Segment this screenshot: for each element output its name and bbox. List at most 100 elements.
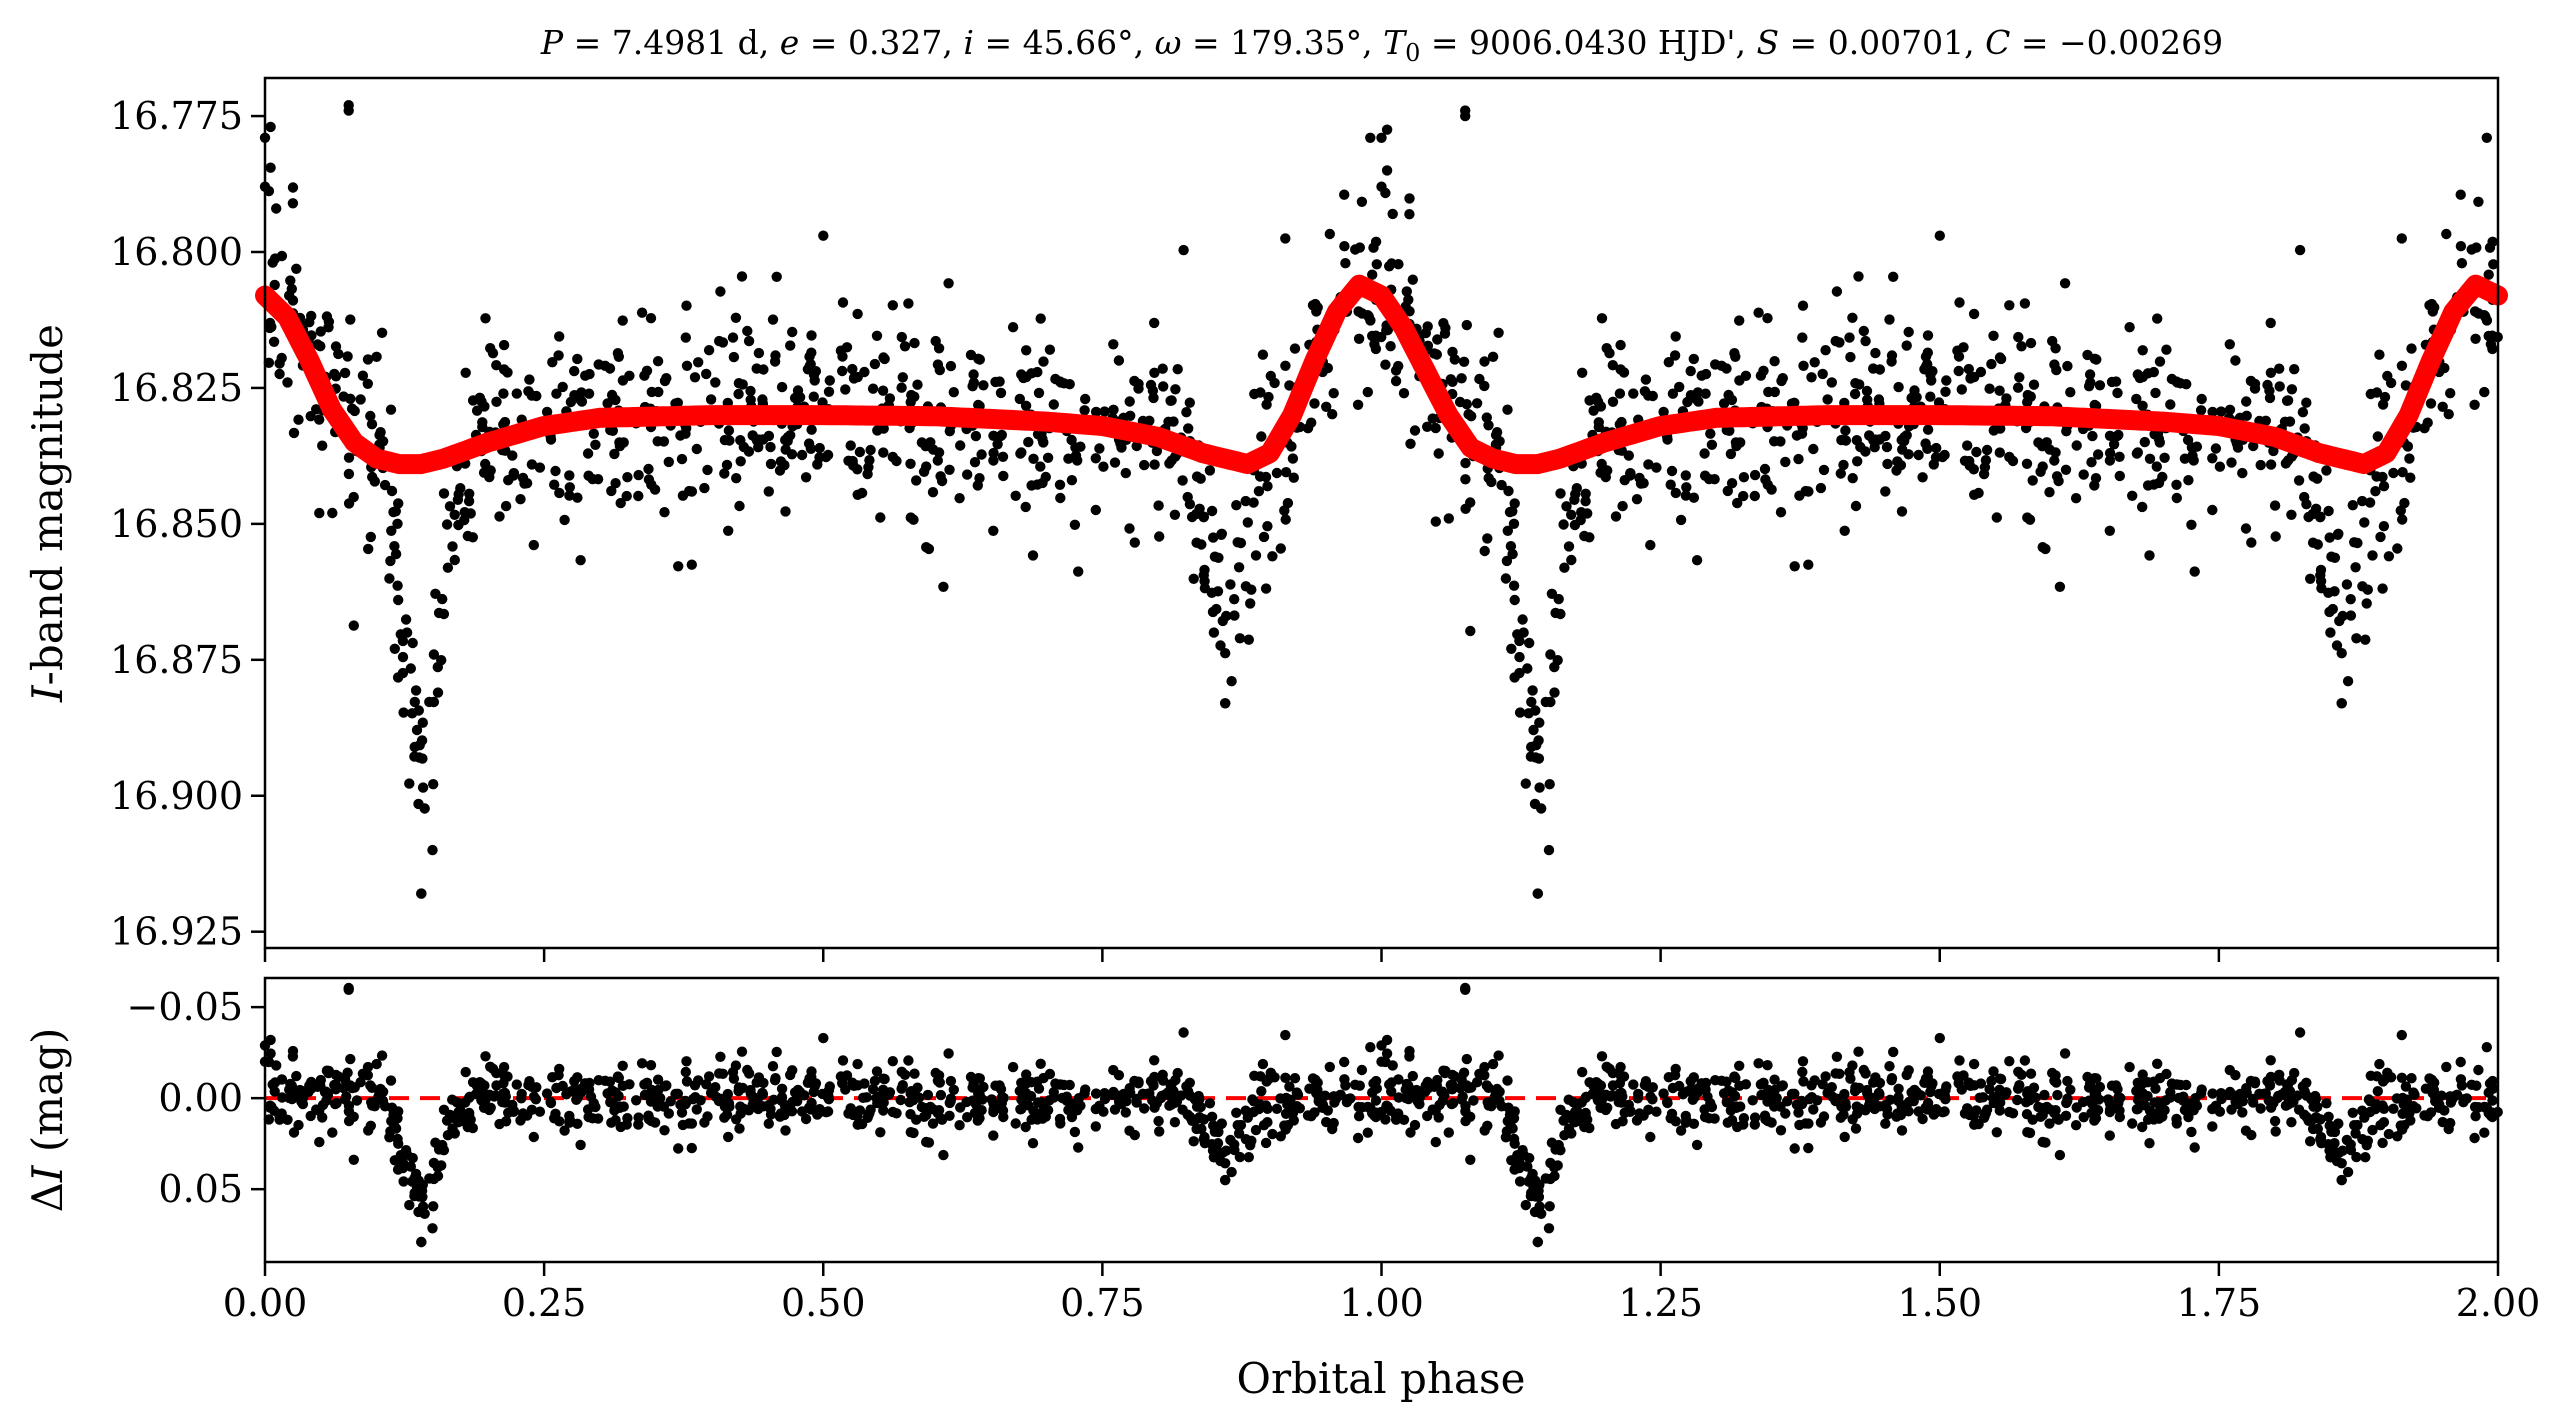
residual-point [1977,1092,1989,1103]
observation-point [1922,424,1934,435]
observation-point [2137,345,2148,356]
residual-point [2408,1087,2419,1098]
observation-point [1404,209,1415,220]
observation-point [2151,461,2162,472]
observation-point [1517,614,1528,625]
observation-point [2422,417,2433,428]
observation-point [392,580,403,591]
residual-point [330,1079,342,1091]
observation-point [2392,543,2403,554]
residual-point [1732,1121,1743,1133]
observation-point [787,326,798,338]
observation-point [1662,434,1673,445]
observation-point [646,386,657,398]
observation-point [672,397,683,408]
observation-point [2299,423,2310,434]
residual-point [2186,1126,2197,1138]
observation-point [1529,798,1541,810]
residual-point [1073,1142,1084,1153]
observation-point [1339,189,1350,200]
observation-point [691,443,702,455]
observation-point [315,326,326,337]
observation-point [681,360,693,371]
observation-point [392,672,404,683]
observation-point [1639,386,1651,397]
residual-point [282,1114,293,1126]
observation-point [1665,479,1676,490]
observation-point [923,543,935,555]
observation-point [2321,465,2332,476]
residual-point [2044,1104,2055,1115]
observation-point [405,663,416,674]
observation-point [1447,376,1458,387]
observation-point [645,313,657,324]
residual-point [867,1083,879,1095]
residual-point [327,1127,338,1138]
observation-point [2443,409,2454,420]
residual-point [780,1125,791,1136]
residual-point [1381,1102,1392,1113]
residual-point [343,982,354,994]
observation-point [1896,506,1908,517]
observation-point [1157,363,1168,374]
observation-point [758,364,769,375]
residual-point [1433,1112,1444,1123]
observation-point [1882,458,1893,470]
observation-point [1806,372,1817,383]
residual-point [1340,1080,1351,1091]
residual-point [2052,1089,2063,1101]
residual-point [1839,1131,1850,1143]
observation-point [943,278,954,289]
observation-point [1531,740,1542,751]
residual-point [523,1079,534,1091]
observation-point [467,532,478,543]
observation-point [557,381,568,393]
residual-point [896,1083,907,1094]
observation-point [1855,441,1866,453]
observation-point [785,430,796,441]
observation-point [862,468,873,480]
observation-point [1213,552,1224,563]
observation-point [2241,396,2252,407]
residual-point [909,1068,920,1079]
observation-point [864,455,875,466]
observation-point [282,377,293,388]
observation-point [1953,365,1964,377]
residual-point [2004,1056,2015,1067]
residual-point [1582,1114,1593,1126]
observation-point [2324,606,2335,618]
observation-point [847,455,858,467]
observation-point [1852,456,1863,467]
observation-point [1759,463,1771,475]
observation-point [1427,413,1438,424]
observation-point [1254,471,1266,482]
residual-point [1324,1061,1336,1073]
residual-point [1262,1117,1273,1128]
residual-point [2323,1111,2334,1123]
observation-point [1262,481,1273,492]
observation-point [463,496,475,507]
residual-point [1710,1075,1721,1086]
residual-point [1090,1121,1102,1132]
observation-point [1158,381,1169,392]
residual-point [631,1095,642,1106]
observation-point [2172,377,2183,388]
observation-point [1922,330,1934,341]
observation-point [1777,373,1789,384]
residual-point [1327,1123,1338,1135]
residual-point [1880,1118,1891,1129]
observation-point [339,367,351,379]
residual-point [587,1113,598,1124]
observation-point [2061,426,2072,437]
residual-point [1149,1055,1160,1066]
residual-point [1820,1071,1831,1082]
residual-point [1304,1083,1315,1094]
observation-point [719,468,730,479]
observation-point [1691,555,1703,566]
residual-point [1260,1137,1272,1149]
residual-point [2443,1123,2454,1135]
observation-point [2189,566,2200,577]
observation-point [1098,461,1109,472]
observation-point [487,348,499,359]
residual-point [1994,1073,2006,1084]
